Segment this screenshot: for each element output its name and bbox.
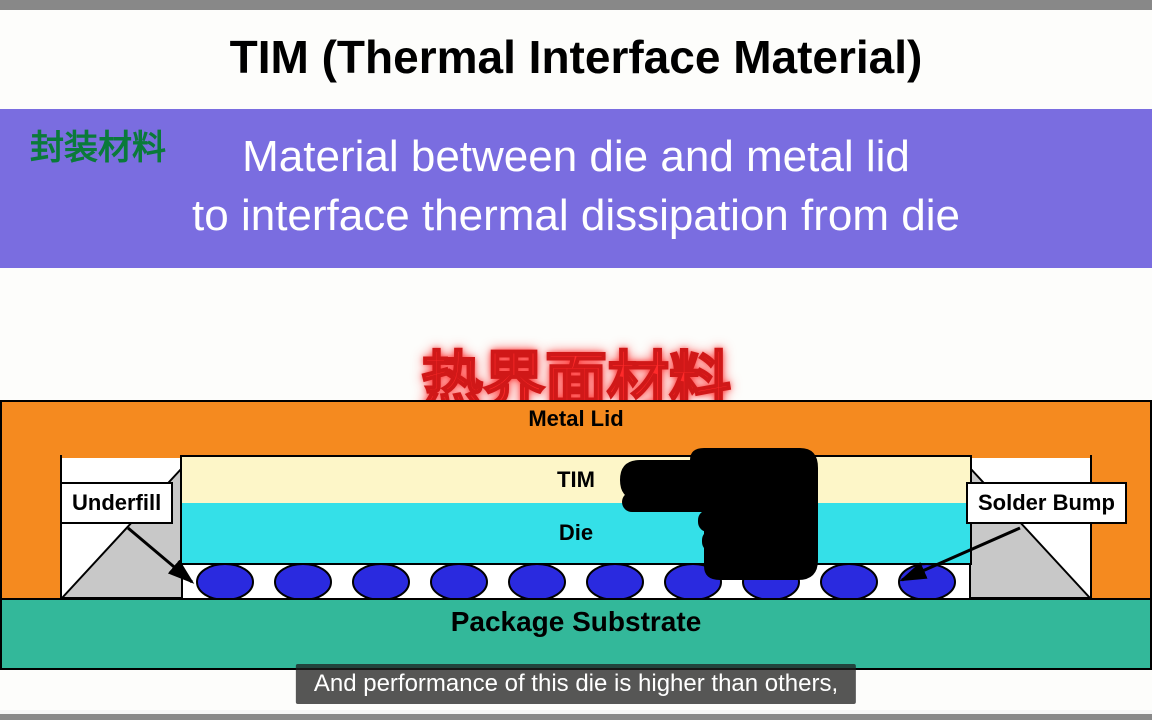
slide: TIM (Thermal Interface Material) 封装材料 Ma… — [0, 10, 1152, 710]
page-title: TIM (Thermal Interface Material) — [0, 10, 1152, 84]
callout-arrows — [0, 400, 1152, 610]
sub-label-cn: 封装材料 — [30, 120, 166, 169]
caption-text: And performance of this die is higher th… — [314, 670, 838, 697]
pointer-hand-icon — [620, 440, 820, 590]
substrate-label: Package Substrate — [451, 606, 702, 638]
banner-line-2: to interface thermal dissipation from di… — [10, 186, 1142, 245]
cross-section-diagram: Metal Lid TIM Die Package Substrate Unde… — [0, 400, 1152, 690]
video-caption: And performance of this die is higher th… — [296, 664, 856, 704]
banner-line-1: Material between die and metal lid — [10, 127, 1142, 186]
bottom-bar — [0, 714, 1152, 720]
description-banner: Material between die and metal lid to in… — [0, 109, 1152, 268]
top-bar — [0, 0, 1152, 10]
